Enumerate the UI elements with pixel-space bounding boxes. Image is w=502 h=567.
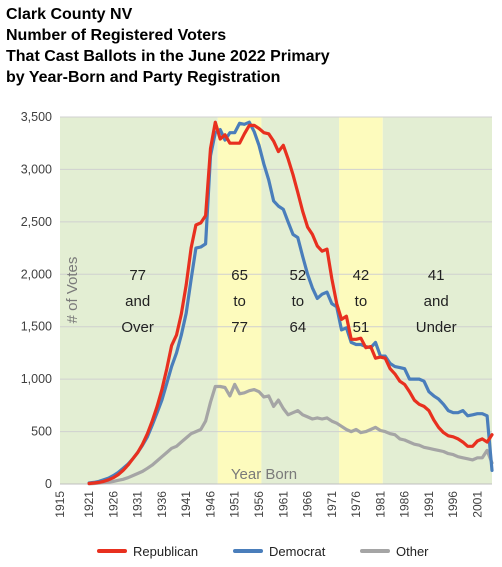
- age-band-0: [60, 117, 218, 484]
- band-label-0-0: 77: [129, 267, 146, 284]
- y-tick-label-0: 0: [45, 477, 52, 491]
- x-tick-label-8: 1956: [252, 491, 266, 518]
- legend-swatch-other: [360, 549, 390, 553]
- x-axis-label: Year Born: [231, 466, 297, 483]
- series-line-democrat: [87, 120, 494, 485]
- age-band-3: [339, 117, 383, 484]
- band-label-0-1: and: [125, 293, 150, 310]
- y-tick-label-2: 1,000: [21, 372, 52, 386]
- legend-label-democrat: Democrat: [269, 543, 326, 559]
- band-label-2-1: to: [292, 293, 305, 310]
- x-tick-label-11: 1971: [325, 491, 339, 518]
- x-tick-label-5: 1941: [179, 491, 193, 518]
- title-line-4: by Year-Born and Party Registration: [6, 69, 281, 86]
- x-tick-label-9: 1961: [276, 491, 290, 518]
- band-label-4-1: and: [424, 293, 449, 310]
- title-line-1: Clark County NV: [6, 6, 133, 23]
- x-tick-label-12: 1976: [349, 491, 363, 518]
- band-label-1-0: 65: [231, 267, 248, 284]
- x-tick-label-4: 1936: [155, 491, 169, 518]
- legend: Republican Democrat Other: [0, 540, 502, 562]
- x-tick-label-10: 1966: [301, 491, 315, 518]
- x-tick-label-2: 1926: [106, 491, 120, 518]
- band-label-3-1: to: [355, 293, 368, 310]
- y-axis-label: # of Votes: [64, 257, 81, 324]
- age-band-2: [261, 117, 340, 484]
- legend-swatch-democrat: [233, 549, 263, 553]
- x-tick-label-14: 1986: [398, 491, 412, 518]
- x-tick-label-16: 1996: [446, 491, 460, 518]
- legend-item-democrat: Democrat: [233, 540, 325, 562]
- band-label-3-2: 51: [353, 319, 370, 336]
- y-tick-label-1: 500: [31, 425, 52, 439]
- title-line-3: That Cast Ballots in the June 2022 Prima…: [6, 48, 330, 65]
- x-tick-label-15: 1991: [422, 491, 436, 518]
- x-tick-label-17: 2001: [470, 491, 484, 518]
- y-tick-label-7: 3,500: [21, 110, 52, 124]
- band-label-2-0: 52: [289, 267, 306, 284]
- x-tick-label-0: 1915: [53, 491, 67, 518]
- band-label-0-2: Over: [121, 319, 154, 336]
- legend-item-other: Other: [360, 540, 429, 562]
- x-tick-label-3: 1931: [131, 491, 145, 518]
- legend-item-republican: Republican: [97, 540, 198, 562]
- x-tick-label-6: 1946: [203, 491, 217, 518]
- legend-swatch-republican: [97, 549, 127, 553]
- legend-label-other: Other: [396, 543, 429, 559]
- chart-title: Clark County NV Number of Registered Vot…: [6, 4, 330, 88]
- y-tick-label-4: 2,000: [21, 267, 52, 281]
- band-label-2-2: 64: [289, 319, 306, 336]
- legend-label-republican: Republican: [133, 543, 199, 559]
- line-chart: 0 500 1,000 1,500 2,000 2,500 3,000 3,500 1915 19…: [21, 110, 494, 518]
- y-tick-label-5: 2,500: [21, 215, 52, 229]
- band-label-4-2: Under: [416, 319, 457, 336]
- x-tick-label-1: 1921: [82, 491, 96, 518]
- title-line-2: Number of Registered Voters: [6, 27, 227, 44]
- y-tick-label-6: 3,000: [21, 162, 52, 176]
- series-line-republican: [87, 120, 494, 486]
- x-tick-label-7: 1951: [228, 491, 242, 518]
- age-band-1: [217, 117, 262, 484]
- x-tick-label-13: 1981: [373, 491, 387, 518]
- band-label-1-2: 77: [231, 319, 248, 336]
- band-label-1-1: to: [233, 293, 246, 310]
- y-tick-label-3: 1,500: [21, 320, 52, 334]
- band-label-3-0: 42: [353, 267, 370, 284]
- series-line-other: [87, 382, 494, 486]
- band-label-4-0: 41: [428, 267, 445, 284]
